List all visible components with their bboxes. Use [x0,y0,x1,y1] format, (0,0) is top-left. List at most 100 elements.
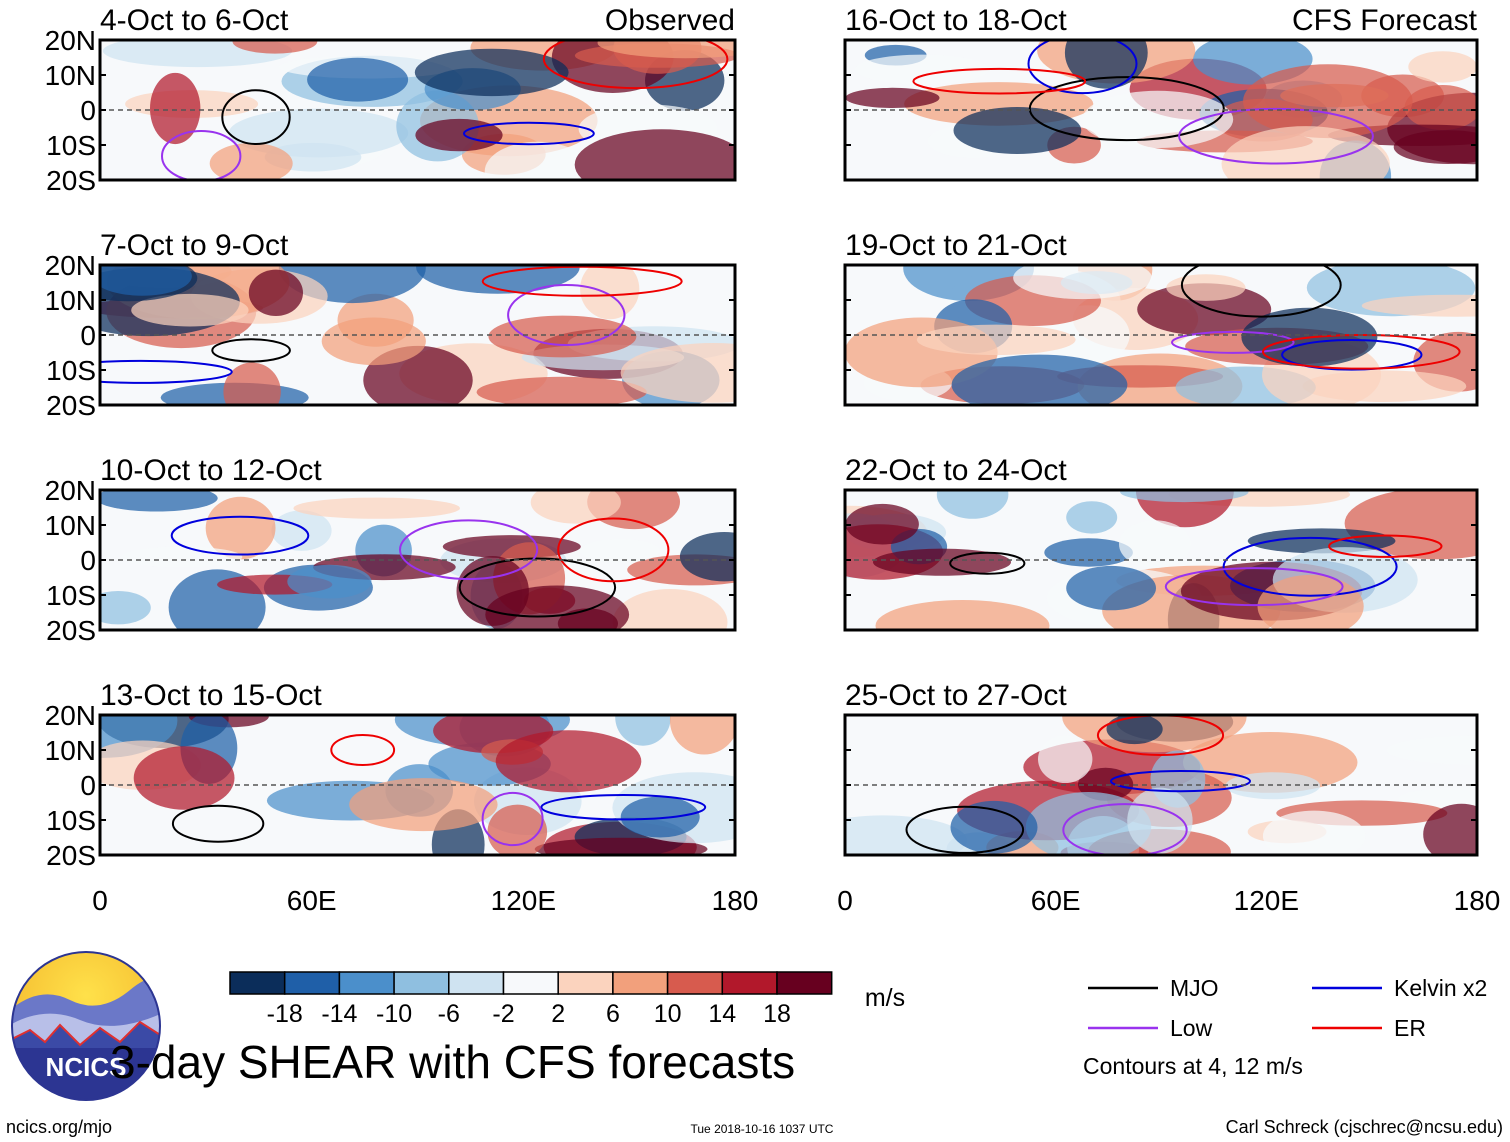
map-panel: 20N 10N 0 10S 20S 10-Oct to 12-Oct [45,454,737,646]
y-tick-label: 10N [45,285,96,316]
shear-blob [620,343,735,403]
x-tick-label: 0 [837,885,853,916]
colorbar-tick-label: 6 [606,1000,620,1028]
shear-blob [248,269,303,316]
y-tick-label: 20N [45,25,96,56]
shear-blob [131,293,249,327]
shear-blob [1221,126,1390,180]
timestamp: Tue 2018-10-16 1037 UTC [691,1122,834,1136]
shear-blob [133,746,235,810]
wave-contour [100,359,233,384]
shear-field [845,490,1477,630]
wave-contour [481,791,544,847]
units-label: m/s [865,984,905,1012]
shear-blob [679,532,735,582]
shear-blob [620,796,700,838]
panel-period: 22-Oct to 24-Oct [845,454,1067,487]
y-tick-label: 0 [80,770,96,801]
shear-blob [936,490,1009,519]
wave-contour [949,551,1026,575]
wave-contour [170,515,310,556]
y-tick-label: 20N [45,475,96,506]
wave-contour [1171,330,1295,354]
x-tick-label: 180 [1454,885,1501,916]
y-tick-label: 0 [80,320,96,351]
colorbar-tick-label: -18 [267,1000,303,1028]
shear-blob [1013,265,1152,300]
y-tick-label: 10S [46,355,96,386]
shear-blob [293,497,461,519]
shear-blob [1066,565,1156,611]
shear-blob [150,72,201,145]
wave-contour [399,519,539,581]
map-panel: 19-Oct to 21-Oct [843,229,1479,407]
shear-blob [495,730,642,793]
shear-blob [476,376,647,405]
author-credit: Carl Schreck (cjschrec@ncsu.edu) [1226,1117,1503,1137]
colorbar-segment [612,971,669,995]
panel-period: 10-Oct to 12-Oct [100,454,322,487]
legend-label: Low [1170,1015,1213,1041]
shear-blob [271,510,332,551]
shear-blob [349,778,498,832]
wave-contour [161,130,242,180]
wave-contour [330,734,396,766]
colorbar-segment [229,971,286,995]
colorbar: -18 -14 -10 -6 -2 2 6 10 14 18 m/s [229,971,905,1028]
shear-blob [953,107,1082,154]
chart-title: 3-day SHEAR with CFS forecasts [110,1036,795,1088]
shear-blob [669,715,735,755]
y-tick-label: 20S [46,390,96,421]
wave-contour [507,284,626,346]
shear-blob [487,804,548,855]
y-tick-label: 10S [46,805,96,836]
colorbar-segment [393,971,450,995]
shear-field [845,715,1477,855]
shear-blob [484,141,591,180]
shear-blob [875,600,1050,630]
colorbar-tick-label: -2 [492,1000,514,1028]
site-link[interactable]: ncics.org/mjo [6,1117,112,1137]
y-tick-label: 0 [80,545,96,576]
shear-blob [580,265,640,320]
wave-contour [221,89,291,145]
shear-blob [1361,294,1477,317]
wave-contour [1281,339,1423,371]
shear-blob [1082,90,1234,148]
wave-contour [211,338,291,363]
map-panel: 20N 10N 0 10S 20S 4-Oct to 6-Oct Observed [45,4,737,196]
shear-field [100,265,735,405]
shear-blob [1404,85,1477,130]
shear-blob [1106,715,1163,745]
y-tick-label: 20S [46,615,96,646]
shear-blob [205,496,276,560]
shear-blob [416,265,580,294]
shear-blob [845,87,940,108]
legend-label: ER [1394,1015,1426,1041]
shear-blob [1247,528,1396,554]
shear-blob [414,48,569,97]
ncics-logo[interactable]: NCICS [10,950,165,1108]
shear-blob [100,265,192,296]
shear-blob [1038,735,1093,783]
shear-blob [121,546,243,568]
x-tick-label: 120E [1234,885,1299,916]
shear-blob [1137,283,1272,336]
panel-period: 4-Oct to 6-Oct [100,4,289,37]
map-panel: 22-Oct to 24-Oct [843,454,1479,632]
shear-blob [845,503,919,545]
shear-blob [1066,501,1118,534]
colorbar-tick-label: 14 [708,1000,736,1028]
shear-blob [873,548,1011,576]
x-tick-label: 120E [491,885,556,916]
wave-contour [458,557,617,618]
shear-blob [845,815,968,855]
map-panel: 20N 10N 0 10S 20S 7-Oct to 9-Oct [45,229,737,421]
shear-blob [1182,732,1358,793]
shear-blob [228,108,409,158]
wave-contour [1178,107,1374,165]
y-tick-label: 10N [45,510,96,541]
panel-period: 16-Oct to 18-Oct [845,4,1067,37]
wave-contour [1328,534,1443,558]
